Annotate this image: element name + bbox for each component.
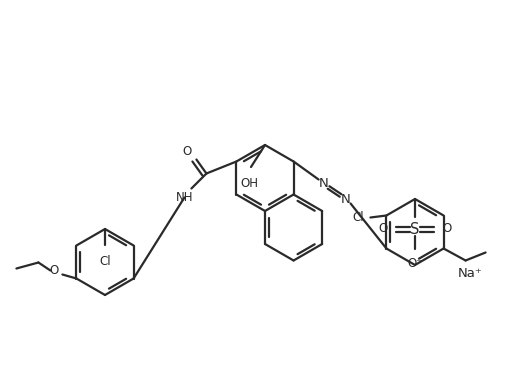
Text: Cl: Cl [99,255,111,268]
Text: S: S [410,221,420,236]
Text: O: O [183,145,192,158]
Text: OH: OH [240,177,258,190]
Text: O: O [442,221,452,234]
Text: N: N [341,193,350,206]
Text: NH: NH [176,191,193,204]
Text: O: O [378,221,388,234]
Text: Na⁺: Na⁺ [458,267,482,280]
Text: Cl: Cl [352,211,364,224]
Text: O⁻: O⁻ [407,257,423,270]
Text: O: O [50,264,59,277]
Text: N: N [319,177,328,190]
